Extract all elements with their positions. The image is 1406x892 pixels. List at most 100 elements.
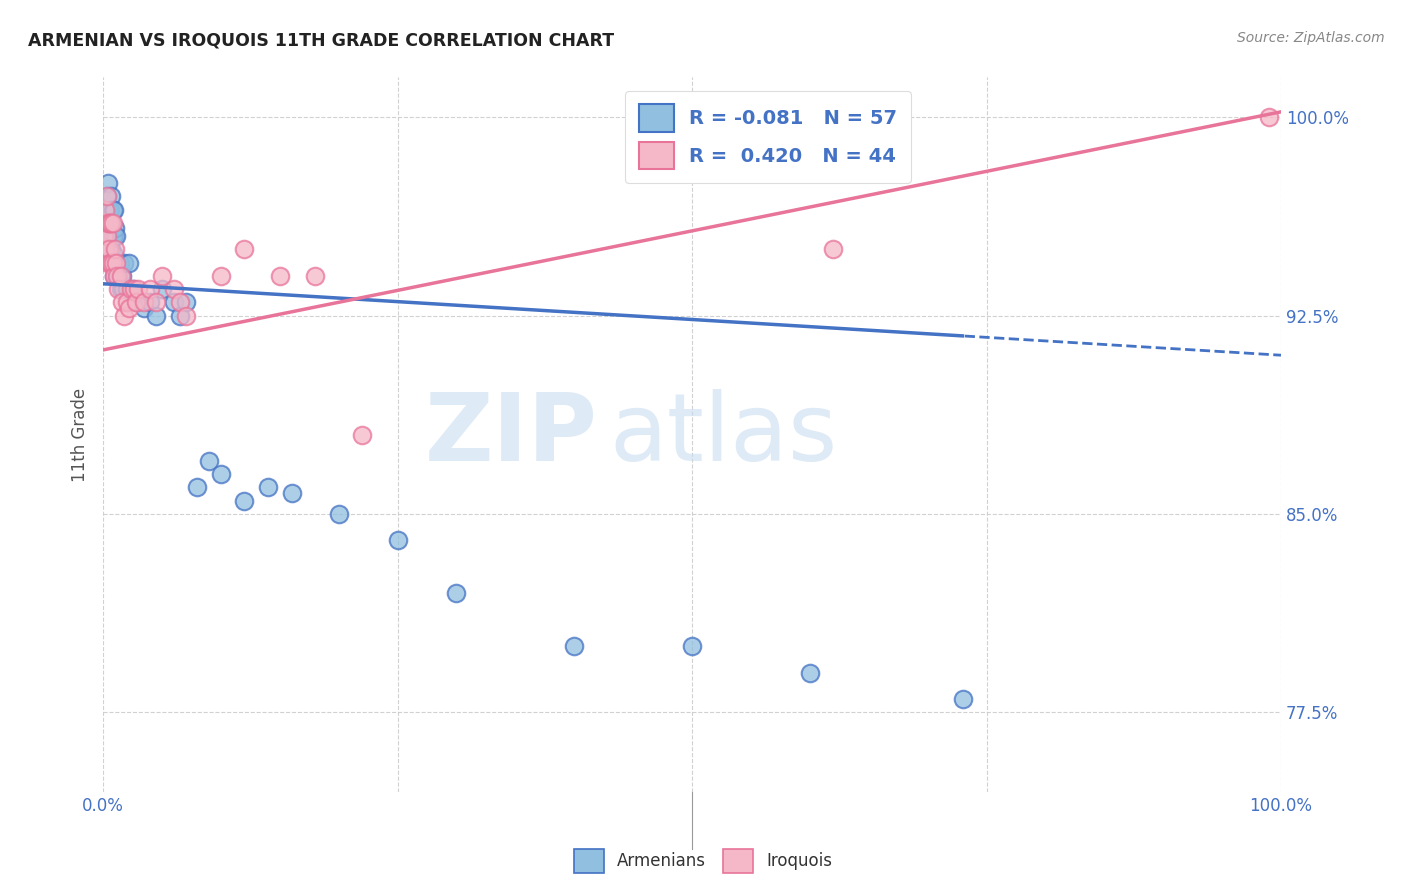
Point: [562, 639, 585, 653]
Point: [97, 216, 120, 230]
Text: ARMENIAN VS IROQUOIS 11TH GRADE CORRELATION CHART: ARMENIAN VS IROQUOIS 11TH GRADE CORRELAT…: [28, 31, 614, 49]
Point: [115, 282, 138, 296]
Point: [186, 480, 208, 494]
Point: [174, 295, 197, 310]
Point: [115, 295, 138, 310]
Point: [104, 243, 127, 257]
Point: [105, 268, 128, 283]
Point: [681, 639, 703, 653]
Text: Source: ZipAtlas.com: Source: ZipAtlas.com: [1237, 31, 1385, 45]
Point: [198, 454, 221, 468]
Point: [110, 268, 132, 283]
Point: [145, 309, 167, 323]
Point: [98, 202, 121, 217]
Point: [107, 282, 129, 296]
Point: [233, 243, 256, 257]
Point: [134, 301, 156, 315]
Point: [101, 255, 124, 269]
Point: [97, 216, 120, 230]
Point: [100, 216, 122, 230]
Point: [112, 309, 135, 323]
Point: [103, 248, 125, 262]
Point: [98, 243, 121, 257]
Point: [103, 268, 125, 283]
Point: [98, 255, 121, 269]
Point: [139, 295, 162, 310]
Point: [96, 202, 118, 217]
Point: [823, 243, 845, 257]
Point: [105, 255, 128, 269]
Point: [125, 295, 148, 310]
Point: [98, 216, 121, 230]
Legend: Armenians, Iroquois: Armenians, Iroquois: [567, 842, 839, 880]
Point: [328, 507, 350, 521]
Point: [209, 268, 232, 283]
Point: [1258, 110, 1281, 124]
Point: [101, 216, 124, 230]
Point: [94, 243, 117, 257]
Point: [96, 189, 118, 203]
Point: [169, 295, 191, 310]
Point: [387, 533, 409, 548]
Point: [103, 229, 125, 244]
Point: [104, 221, 127, 235]
Point: [104, 255, 127, 269]
Point: [233, 493, 256, 508]
Point: [94, 216, 117, 230]
Point: [100, 243, 122, 257]
Point: [269, 268, 291, 283]
Point: [96, 229, 118, 244]
Point: [107, 268, 129, 283]
Point: [169, 309, 191, 323]
Point: [108, 255, 131, 269]
Point: [257, 480, 280, 494]
Point: [103, 268, 125, 283]
Point: [98, 243, 121, 257]
Point: [121, 282, 143, 296]
Point: [952, 692, 974, 706]
Legend: R = -0.081   N = 57, R =  0.420   N = 44: R = -0.081 N = 57, R = 0.420 N = 44: [626, 91, 911, 183]
Point: [799, 665, 821, 680]
Point: [209, 467, 232, 482]
Point: [96, 189, 118, 203]
Point: [100, 216, 122, 230]
Point: [163, 282, 186, 296]
Point: [101, 229, 124, 244]
Point: [352, 427, 374, 442]
Point: [125, 295, 148, 310]
Point: [446, 586, 468, 600]
Text: ZIP: ZIP: [425, 389, 598, 481]
Point: [111, 268, 134, 283]
Text: atlas: atlas: [610, 389, 838, 481]
Point: [98, 202, 121, 217]
Point: [122, 282, 145, 296]
Point: [304, 268, 326, 283]
Point: [163, 295, 186, 310]
Point: [93, 229, 115, 244]
Point: [100, 255, 122, 269]
Point: [98, 216, 121, 230]
Point: [145, 295, 167, 310]
Point: [110, 282, 132, 296]
Point: [97, 255, 120, 269]
Point: [93, 229, 115, 244]
Point: [100, 189, 122, 203]
Point: [98, 216, 121, 230]
Point: [97, 176, 120, 190]
Point: [93, 216, 115, 230]
Point: [112, 255, 135, 269]
Point: [101, 202, 124, 217]
Point: [118, 255, 141, 269]
Point: [105, 255, 128, 269]
Point: [127, 295, 149, 310]
Point: [174, 309, 197, 323]
Point: [105, 268, 128, 283]
Point: [103, 202, 125, 217]
Point: [139, 282, 162, 296]
Point: [150, 282, 173, 296]
Y-axis label: 11th Grade: 11th Grade: [72, 387, 89, 482]
Point: [101, 255, 124, 269]
Point: [150, 268, 173, 283]
Point: [111, 295, 134, 310]
Point: [127, 282, 149, 296]
